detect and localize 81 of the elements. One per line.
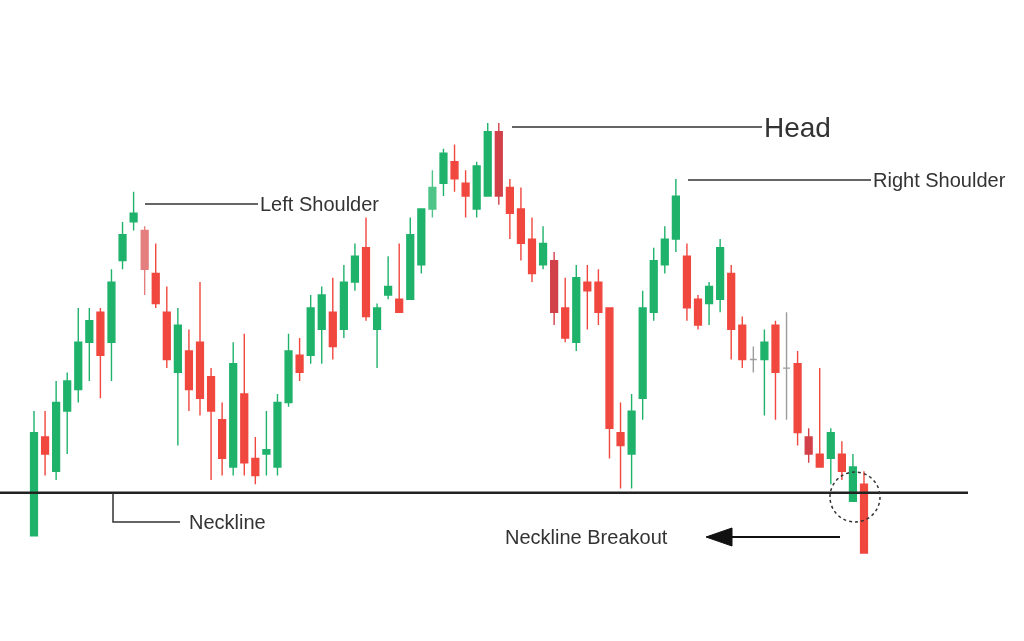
candlestick (317, 285, 326, 365)
candlestick (704, 281, 714, 326)
candlestick (29, 410, 39, 537)
candlestick (538, 225, 548, 270)
candlestick (395, 242, 404, 313)
candlestick (494, 122, 503, 206)
candlestick (372, 302, 382, 369)
candlestick (384, 255, 393, 300)
candlestick (848, 453, 858, 503)
candlestick (184, 328, 194, 412)
candlestick (826, 427, 835, 485)
candlestick (649, 247, 658, 322)
candlestick (40, 410, 50, 477)
text: Right Shoulder (873, 169, 1006, 191)
candlestick (428, 169, 437, 219)
candlestick (738, 315, 747, 369)
candlestick (162, 285, 171, 369)
candlestick (63, 371, 72, 455)
candlestick (284, 333, 293, 408)
candlestick (240, 333, 249, 477)
candlestick (671, 178, 680, 253)
candlestick (85, 307, 94, 382)
candlestick (616, 401, 625, 490)
candlestick (439, 148, 448, 197)
candlestick (306, 294, 315, 365)
candlestick (195, 281, 205, 417)
candlestick (328, 277, 337, 361)
candlestick (605, 307, 614, 460)
candlestick (749, 345, 758, 374)
candlestick (118, 221, 127, 270)
candlestick (295, 337, 304, 382)
candlestick (793, 350, 802, 447)
candlestick (74, 307, 83, 404)
candlestick (406, 216, 415, 300)
candlestick (140, 225, 149, 296)
candlestick (96, 307, 105, 399)
candlestick (262, 410, 271, 477)
candlestick (572, 264, 581, 352)
candlestick (859, 470, 869, 554)
candlestick (561, 277, 570, 343)
candlestick (682, 242, 692, 322)
annotation: Neckline Breakout (505, 526, 668, 548)
candlestick (760, 328, 769, 417)
candlestick (251, 436, 260, 485)
candlestick (229, 341, 238, 477)
candlestick (218, 401, 227, 477)
candlestick (273, 393, 282, 477)
candlestick (583, 264, 592, 331)
candlestick (771, 320, 780, 421)
candlestick (151, 242, 160, 309)
candlestick (350, 242, 360, 292)
candlestick (660, 225, 669, 275)
candlestick (716, 238, 725, 313)
candlestick (804, 427, 813, 464)
candlestick (837, 440, 846, 481)
candlestick (594, 268, 603, 326)
candlestick (505, 178, 514, 240)
candlestick (472, 161, 481, 219)
candlestick (129, 191, 138, 232)
candlestick (638, 290, 647, 421)
candlestick (52, 380, 61, 481)
candlestick (450, 143, 459, 193)
ref-line-label: Neckline (189, 511, 266, 533)
candlestick (516, 186, 526, 262)
candlestick (627, 393, 636, 490)
candlestick (815, 367, 824, 468)
candlestick (107, 268, 116, 382)
candlestick (417, 208, 426, 275)
candlestick (339, 264, 348, 339)
candlestick (461, 169, 470, 219)
candlestick (361, 216, 371, 322)
candlestick (527, 216, 537, 283)
candlestick (782, 311, 791, 421)
candlestick (206, 367, 216, 481)
candlestick (550, 251, 559, 326)
candlestick (693, 294, 703, 331)
candlestick (173, 307, 182, 447)
candlestick (727, 264, 736, 361)
annotation: Head (764, 112, 831, 143)
annotation: Left Shoulder (260, 193, 380, 215)
candlestick (483, 122, 492, 197)
